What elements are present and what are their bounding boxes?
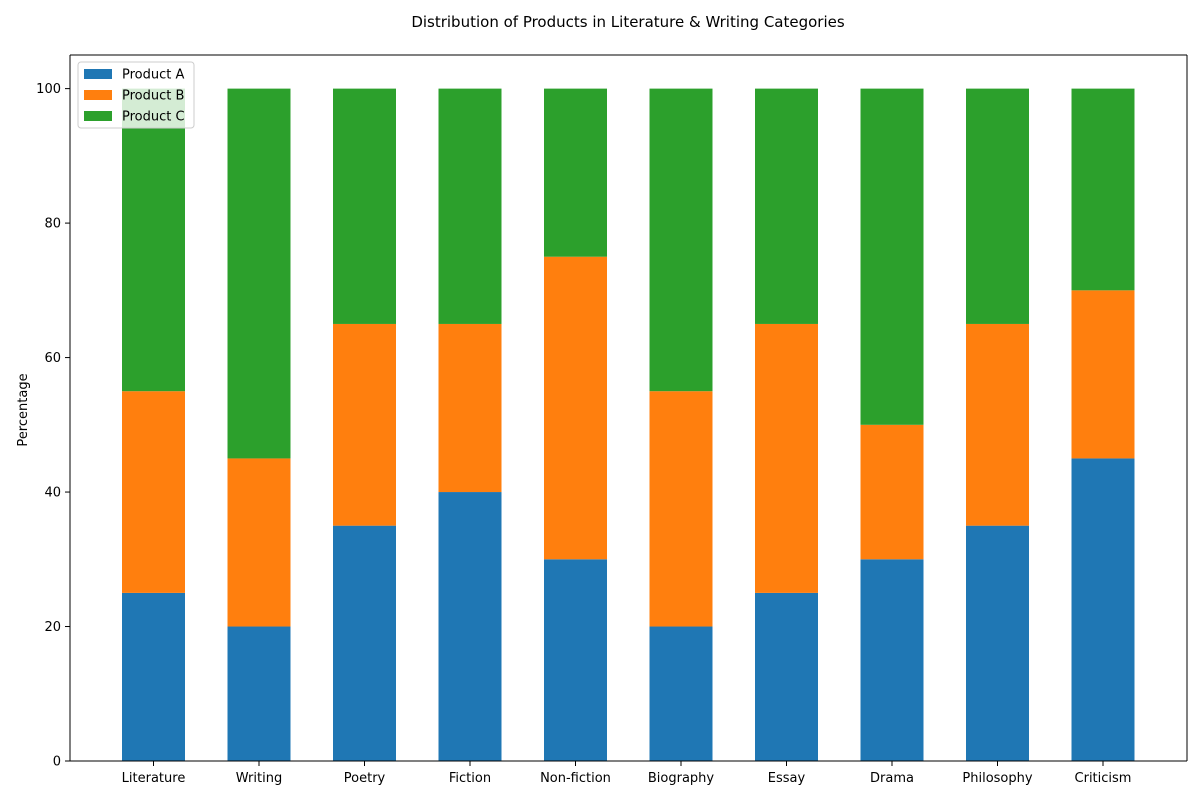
bar-product-a-drama xyxy=(860,559,924,761)
x-tick-label: Drama xyxy=(870,771,914,786)
y-axis-label: Percentage xyxy=(16,373,31,446)
y-tick-label: 40 xyxy=(44,486,61,501)
bars-layer xyxy=(122,88,1135,761)
x-tick-label: Non-fiction xyxy=(540,771,611,786)
bar-product-a-non-fiction xyxy=(544,559,607,761)
x-tick-label: Literature xyxy=(122,771,186,786)
legend-label: Product B xyxy=(122,89,184,104)
x-tick-label: Poetry xyxy=(344,771,386,786)
axes-layer: 0 20 40 60 80 100 Literature Writing Poetry Ficti… xyxy=(36,54,1188,786)
x-tick-label: Philosophy xyxy=(962,771,1032,786)
bar-product-c-drama xyxy=(860,88,924,425)
x-tick-label: Essay xyxy=(768,771,806,786)
bar-product-c-essay xyxy=(755,88,818,324)
bar-product-b-philosophy xyxy=(966,323,1029,526)
legend-swatch-product-a xyxy=(84,69,112,79)
legend-swatch-product-b xyxy=(84,90,112,100)
bar-product-a-literature xyxy=(122,592,185,761)
bar-product-b-literature xyxy=(122,391,185,593)
bar-product-b-essay xyxy=(755,323,818,593)
bar-product-c-literature xyxy=(122,88,185,392)
x-tick-label: Writing xyxy=(236,771,282,786)
legend-label: Product C xyxy=(122,110,185,125)
bar-product-b-fiction xyxy=(438,323,502,493)
bar-product-a-criticism xyxy=(1071,458,1135,761)
y-tick-label: 20 xyxy=(44,620,61,635)
bar-product-c-writing xyxy=(227,88,291,459)
legend: Product A Product B Product C xyxy=(77,61,195,129)
bar-product-a-philosophy xyxy=(966,525,1029,761)
y-tick-label: 80 xyxy=(44,217,61,232)
bar-product-c-fiction xyxy=(438,88,502,324)
y-tick-label: 0 xyxy=(53,755,61,770)
chart-title: Distribution of Products in Literature &… xyxy=(411,13,845,31)
bar-product-a-fiction xyxy=(438,492,502,761)
bar-product-c-biography xyxy=(649,88,713,392)
bar-product-c-criticism xyxy=(1071,88,1135,291)
x-tick-label: Biography xyxy=(648,771,715,786)
y-tick-label: 60 xyxy=(44,351,61,366)
y-tick-label: 100 xyxy=(36,82,61,97)
bar-product-c-poetry xyxy=(333,88,396,324)
bar-product-b-criticism xyxy=(1071,290,1135,459)
legend-swatch-product-c xyxy=(84,111,112,121)
bar-product-b-drama xyxy=(860,424,924,560)
bar-product-c-non-fiction xyxy=(544,88,607,257)
bar-product-c-philosophy xyxy=(966,88,1029,324)
x-tick-label: Criticism xyxy=(1075,771,1132,786)
bar-product-b-writing xyxy=(227,458,291,627)
bar-product-a-biography xyxy=(649,626,713,761)
bar-product-a-essay xyxy=(755,592,818,761)
bar-product-b-biography xyxy=(649,391,713,627)
legend-label: Product A xyxy=(122,68,184,83)
bar-product-b-poetry xyxy=(333,323,396,526)
bar-product-b-non-fiction xyxy=(544,256,607,560)
x-tick-label: Fiction xyxy=(449,771,491,786)
bar-product-a-writing xyxy=(227,626,291,761)
bar-product-a-poetry xyxy=(333,525,396,761)
